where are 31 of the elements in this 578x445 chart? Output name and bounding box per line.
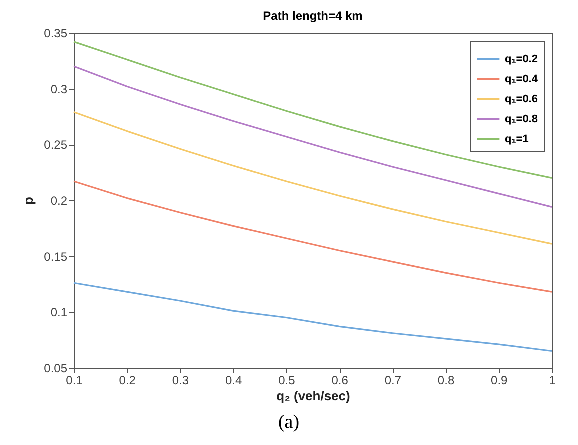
legend-label: q₁=0.2 xyxy=(505,54,538,66)
chart-title: Path length=4 km xyxy=(263,9,363,23)
x-tick-label: 1 xyxy=(549,374,556,388)
y-tick-label: 0.05 xyxy=(44,362,68,376)
y-tick-label: 0.15 xyxy=(44,250,68,264)
line-series xyxy=(73,282,553,352)
line-series xyxy=(73,41,553,179)
y-tick-label: 0.1 xyxy=(50,306,68,320)
y-tick-label: 0.3 xyxy=(50,82,68,96)
legend-label: q₁=1 xyxy=(505,134,529,146)
legend-label: q₁=0.8 xyxy=(505,114,538,126)
line-series xyxy=(73,111,553,245)
y-tick-label: 0.35 xyxy=(44,26,68,40)
legend-label: q₁=0.6 xyxy=(505,94,538,106)
y-tick-label: 0.25 xyxy=(44,138,68,152)
x-tick-label: 0.2 xyxy=(119,374,136,388)
x-tick-label: 0.5 xyxy=(278,374,296,388)
x-tick-label: 0.8 xyxy=(438,374,455,388)
y-tick-label: 0.2 xyxy=(50,194,68,208)
line-series xyxy=(73,66,553,208)
x-tick-label: 0.1 xyxy=(66,374,84,388)
text: (a) xyxy=(277,412,301,434)
x-tick-label: 0.6 xyxy=(332,374,349,388)
x-tick-label: 0.9 xyxy=(491,374,508,388)
x-tick-label: 0.3 xyxy=(172,374,190,388)
line-series xyxy=(73,180,553,293)
x-tick-label: 0.4 xyxy=(225,374,242,388)
legend-label: q₁=0.4 xyxy=(505,74,539,86)
y-axis-title: p xyxy=(21,196,36,205)
x-tick-label: 0.7 xyxy=(384,374,402,388)
x-axis-title: q₂ (veh/sec) xyxy=(276,388,350,404)
